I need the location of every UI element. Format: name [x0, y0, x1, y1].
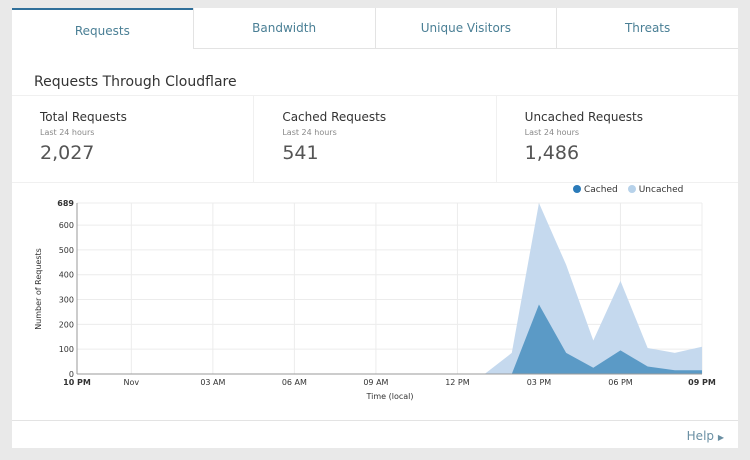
card-footer: Help ▶: [12, 420, 738, 449]
y-tick-label: 500: [59, 246, 74, 255]
legend-item-cached[interactable]: Cached: [573, 185, 618, 195]
stat-uncached-requests: Uncached Requests Last 24 hours 1,486: [495, 96, 738, 182]
chart-legend: Cached Uncached: [573, 185, 683, 195]
tab-bar: Requests Bandwidth Unique Visitors Threa…: [12, 8, 738, 50]
uncached-area: [77, 203, 702, 374]
caret-right-icon: ▶: [717, 433, 724, 442]
legend-swatch: [573, 185, 581, 193]
legend-item-uncached[interactable]: Uncached: [627, 185, 684, 195]
section-title: Requests Through Cloudflare: [34, 74, 237, 90]
y-tick-label: 300: [59, 296, 74, 305]
y-axis-label: Number of Requests: [34, 248, 43, 330]
stat-label: Cached Requests: [282, 110, 387, 124]
legend-swatch: [627, 185, 636, 193]
y-tick-label: 689: [57, 199, 74, 208]
help-link[interactable]: Help ▶: [687, 429, 724, 443]
x-tick-label: 10 PM: [63, 378, 91, 387]
stat-label: Uncached Requests: [524, 110, 644, 124]
tab-unique-visitors[interactable]: Unique Visitors: [374, 8, 557, 48]
tab-bandwidth[interactable]: Bandwidth: [192, 8, 375, 48]
x-axis-label: Time (local): [365, 392, 413, 401]
y-tick-label: 100: [59, 345, 74, 354]
stat-period: Last 24 hours: [282, 128, 337, 137]
cached-area: [77, 304, 702, 374]
stat-value: 541: [282, 142, 319, 164]
y-tick-label: 400: [59, 271, 74, 280]
stats-row: Total Requests Last 24 hours 2,027 Cache…: [12, 95, 738, 183]
x-tick-label: 03 PM: [527, 378, 552, 387]
stat-value: 2,027: [40, 142, 95, 164]
y-tick-label: 0: [69, 370, 74, 379]
legend-label: Uncached: [638, 185, 684, 195]
y-tick-label: 200: [59, 320, 74, 329]
legend-label: Cached: [584, 185, 618, 195]
tab-threats[interactable]: Threats: [556, 8, 738, 48]
y-tick-label: 600: [59, 221, 74, 230]
help-label: Help: [686, 429, 715, 443]
x-tick-label: 06 PM: [608, 378, 633, 387]
x-tick-label: 06 AM: [282, 378, 307, 387]
x-tick-label: 09 AM: [363, 378, 388, 387]
x-tick-label: 03 AM: [200, 378, 225, 387]
x-tick-label: 09 PM: [688, 378, 716, 387]
stat-total-requests: Total Requests Last 24 hours 2,027: [12, 96, 253, 182]
stat-period: Last 24 hours: [40, 128, 95, 137]
stat-period: Last 24 hours: [524, 128, 580, 137]
stat-cached-requests: Cached Requests Last 24 hours 541: [253, 96, 495, 182]
stat-label: Total Requests: [40, 110, 127, 124]
x-tick-label: Nov: [124, 378, 140, 387]
tab-requests[interactable]: Requests: [12, 8, 193, 50]
x-tick-label: 12 PM: [445, 378, 470, 387]
stat-value: 1,486: [524, 142, 580, 164]
analytics-card: Requests Bandwidth Unique Visitors Threa…: [12, 8, 738, 448]
